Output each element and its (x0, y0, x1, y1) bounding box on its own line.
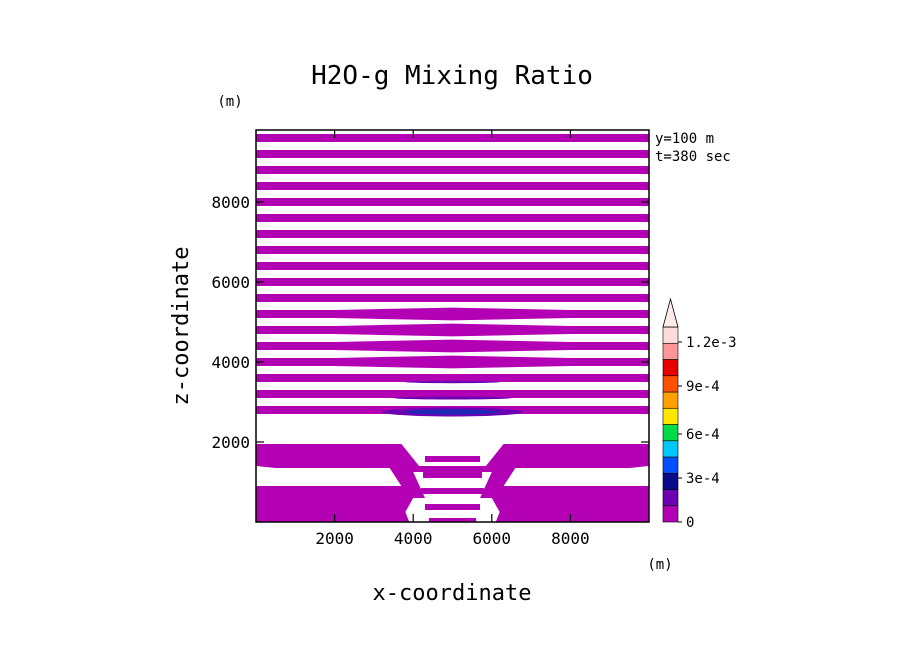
colorbar-swatch (662, 456, 679, 474)
mixing-band (256, 278, 649, 286)
colorbar-swatch (662, 375, 679, 393)
colorbar-swatch (662, 424, 679, 442)
colorbar-swatch (662, 440, 679, 458)
notch-band (424, 504, 481, 510)
y-axis-unit: (m) (217, 94, 242, 110)
notch-band (423, 472, 482, 478)
mixing-band (256, 230, 649, 238)
y-axis-label: z-coordinate (169, 247, 194, 406)
x-tick-label: 4000 (394, 529, 433, 548)
mixing-band (256, 166, 649, 174)
mixing-band (256, 214, 649, 222)
band-bulge (334, 339, 571, 353)
plot-frame (255, 129, 650, 523)
mixing-band (256, 198, 649, 206)
colorbar-label: 1.2e-3 (686, 335, 737, 351)
colorbar-swatch (662, 342, 679, 360)
notch-band (424, 456, 481, 462)
mixing-band (256, 262, 649, 270)
y-tick-label: 8000 (211, 193, 250, 212)
colorbar: 0 3e-4 6e-4 9e-4 1.2e-3 (662, 297, 737, 531)
colorbar-label: 0 (686, 515, 694, 531)
strong-moisture-core (405, 409, 500, 415)
x-tick-label: 8000 (551, 529, 590, 548)
notch-band (421, 488, 484, 494)
bottom-layer (256, 486, 649, 522)
y-tick-label: 6000 (211, 273, 250, 292)
y-tick-label: 2000 (211, 433, 250, 452)
colorbar-label: 6e-4 (686, 427, 720, 443)
mixing-band (256, 182, 649, 190)
mixing-band (256, 374, 649, 382)
colorbar-swatch (662, 359, 679, 377)
colorbar-swatch (662, 326, 679, 344)
colorbar-swatch (662, 505, 679, 523)
mixing-band (256, 390, 649, 398)
annotation-time: t=380 sec (655, 149, 731, 165)
x-tick-label: 6000 (473, 529, 512, 548)
weak-moisture-trace (405, 380, 500, 384)
weak-moisture-trace (393, 396, 512, 400)
chart-title: H2O-g Mixing Ratio (311, 61, 593, 91)
mixing-band (256, 134, 649, 142)
x-axis-label: x-coordinate (373, 581, 532, 606)
mixing-band (256, 246, 649, 254)
mixing-band (256, 150, 649, 158)
axis-ticks: 2000 4000 6000 8000 2000 4000 6000 8000 (211, 130, 649, 548)
annotation-y-position: y=100 m (655, 131, 714, 147)
colorbar-swatch (662, 407, 679, 425)
band-bulge (334, 307, 571, 321)
x-tick-label: 2000 (315, 529, 354, 548)
x-axis-unit: (m) (647, 557, 672, 573)
colorbar-label: 9e-4 (686, 379, 720, 395)
colorbar-extend-arrow (662, 297, 679, 328)
y-tick-label: 4000 (211, 353, 250, 372)
colorbar-swatch (662, 391, 679, 409)
lower-layer (256, 444, 649, 498)
band-bulge (334, 323, 571, 337)
band-bulge (334, 355, 571, 369)
colorbar-swatch (662, 472, 679, 490)
colorbar-label: 3e-4 (686, 471, 720, 487)
colorbar-swatch (662, 489, 679, 507)
mixing-band (256, 294, 649, 302)
contour-field (256, 134, 649, 522)
